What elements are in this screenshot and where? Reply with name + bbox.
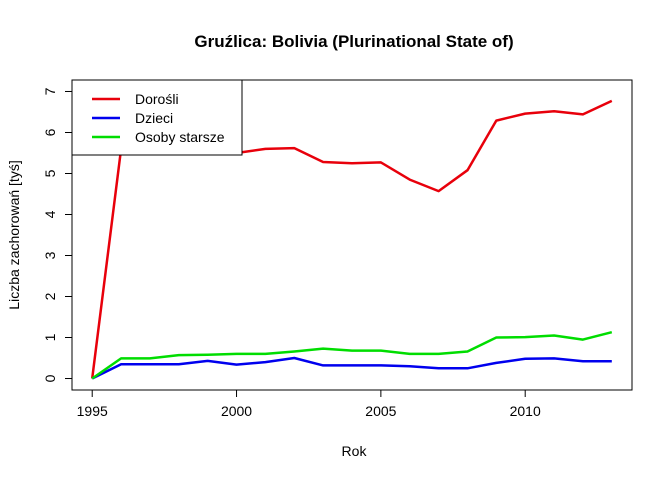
legend-label-3: Osoby starsze xyxy=(135,129,225,145)
x-tick-label: 2005 xyxy=(365,403,396,419)
y-tick-label: 4 xyxy=(42,210,58,218)
y-axis: 0 1 2 3 4 5 6 7 xyxy=(42,87,72,382)
legend: Dorośli Dzieci Osoby starsze xyxy=(71,79,243,156)
y-tick-label: 7 xyxy=(42,87,58,95)
series-line-2 xyxy=(91,356,612,380)
x-tick-label: 2010 xyxy=(510,403,541,419)
y-tick-label: 5 xyxy=(42,169,58,177)
y-tick-label: 0 xyxy=(42,374,58,382)
x-axis: 1995 2000 2005 2010 xyxy=(77,389,541,419)
y-tick-label: 3 xyxy=(42,251,58,259)
x-tick-label: 2000 xyxy=(221,403,252,419)
legend-label-1: Dorośli xyxy=(135,91,179,107)
y-tick-label: 2 xyxy=(42,292,58,300)
chart-title: Gruźlica: Bolivia (Plurinational State o… xyxy=(194,32,513,51)
y-axis-label: Liczba zachorowań [tyś] xyxy=(6,160,22,309)
x-tick-label: 1995 xyxy=(77,403,108,419)
legend-label-2: Dzieci xyxy=(135,110,173,126)
y-tick-label: 6 xyxy=(42,128,58,136)
series-line-3 xyxy=(91,330,613,380)
y-tick-label: 1 xyxy=(42,333,58,341)
x-axis-label: Rok xyxy=(342,443,368,459)
